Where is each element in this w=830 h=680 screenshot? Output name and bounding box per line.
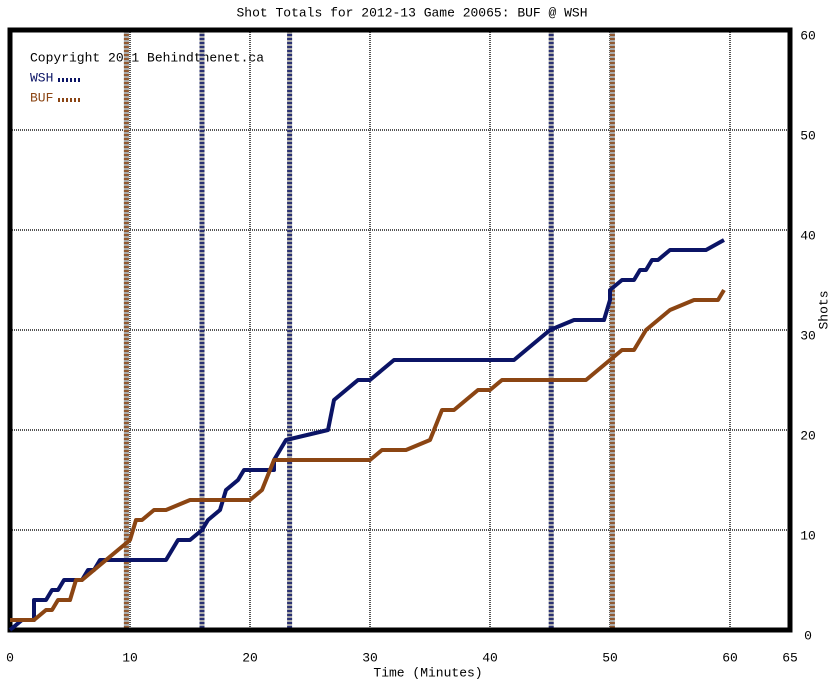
y-tick-label: 60 xyxy=(800,28,816,43)
y-axis-label: Shots xyxy=(816,290,830,329)
x-tick-label: 20 xyxy=(242,650,258,665)
plot-frame xyxy=(7,27,793,633)
x-tick-label: 0 xyxy=(6,650,14,665)
x-tick-label: 10 xyxy=(122,650,138,665)
y-tick-label: 40 xyxy=(800,228,816,243)
series-line xyxy=(8,238,725,632)
x-tick-label: 40 xyxy=(482,650,498,665)
y-tick-label: 30 xyxy=(800,328,816,343)
x-tick-label: 65 xyxy=(782,650,798,665)
chart-title: Shot Totals for 2012-13 Game 20065: BUF … xyxy=(236,5,587,20)
x-axis-label: Time (Minutes) xyxy=(373,665,482,680)
y-tick-label: 0 xyxy=(804,628,812,643)
copyright: Copyright 2011 Behindthenet.ca xyxy=(30,50,264,65)
y-tick-label: 50 xyxy=(800,128,816,143)
x-tick-label: 30 xyxy=(362,650,378,665)
legend-label: BUF xyxy=(30,90,53,105)
legend-label: WSH xyxy=(30,70,53,85)
x-tick-label: 60 xyxy=(722,650,738,665)
y-tick-label: 20 xyxy=(800,428,816,443)
series-line xyxy=(10,288,726,622)
y-tick-label: 10 xyxy=(800,528,816,543)
x-tick-label: 50 xyxy=(602,650,618,665)
